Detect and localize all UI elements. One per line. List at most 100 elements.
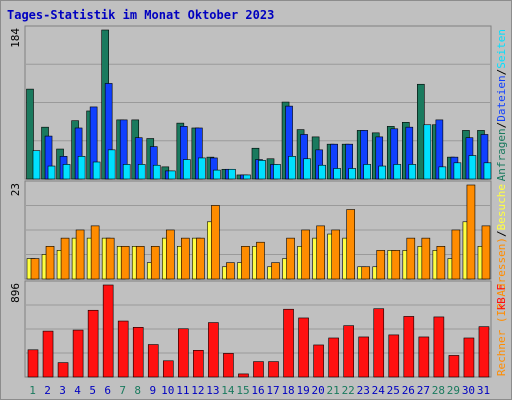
kbytes-bar (418, 336, 430, 378)
sites-bar (226, 262, 235, 280)
day-label: 9 (149, 384, 156, 397)
pages-bar (137, 164, 146, 180)
day-label: 3 (59, 384, 66, 397)
pages-bar (318, 164, 326, 180)
kbytes-bar (343, 325, 354, 378)
pages-bar (393, 164, 402, 180)
pages-bar (62, 164, 71, 180)
pages-bar (77, 156, 86, 180)
kbytes-bar (132, 327, 144, 378)
day-label: 1 (29, 384, 36, 397)
kbytes-bar (238, 373, 249, 378)
legend-entry: / (495, 69, 508, 76)
sites-bar (241, 246, 250, 280)
day-label: 23 (357, 384, 370, 397)
pages-bar (167, 170, 176, 180)
pages-bar (122, 164, 131, 180)
pages-bar (333, 168, 341, 180)
day-label: 8 (134, 384, 141, 397)
day-label: 16 (251, 384, 264, 397)
kbytes-bar (388, 334, 400, 378)
kbytes-bar (193, 350, 204, 378)
pages-bar (107, 149, 116, 180)
day-label: 4 (74, 384, 81, 397)
day-label: 28 (432, 384, 445, 397)
sites-bar (466, 184, 476, 280)
sites-bar (30, 258, 40, 280)
hits-bar (417, 83, 425, 180)
day-label: 13 (206, 384, 219, 397)
series-legend: Anfragen/Dateien/Seiten (495, 29, 508, 181)
legend-entry: Besuche (495, 184, 508, 230)
pages-bar (273, 164, 281, 180)
pages-bar (243, 174, 251, 180)
sites-bar (150, 246, 160, 280)
pages-bar (423, 124, 432, 180)
day-label: 11 (176, 384, 189, 397)
sites-bar (406, 237, 416, 280)
day-label: 17 (266, 384, 279, 397)
sites-bar (421, 237, 431, 280)
pages-bar (47, 165, 56, 180)
kbytes-bar (283, 308, 294, 378)
sites-bar (451, 229, 461, 280)
sites-bar (105, 237, 115, 280)
kbytes-bar (27, 349, 39, 378)
pages-bar (348, 168, 356, 180)
sites-bar (45, 246, 55, 280)
day-label: 30 (462, 384, 475, 397)
kbytes-bar (373, 308, 385, 378)
day-label: 5 (89, 384, 96, 397)
y-max-label: 896 (9, 283, 22, 303)
sites-bar (361, 266, 371, 280)
kbytes-bar (147, 344, 159, 378)
kbytes-bar (433, 316, 445, 378)
pages-bar (378, 165, 387, 180)
pages-bar (438, 166, 447, 180)
day-label: 12 (191, 384, 204, 397)
sites-bar (196, 237, 205, 280)
day-label: 21 (327, 384, 340, 397)
pages-bar (92, 161, 101, 180)
kbytes-bar (448, 355, 460, 378)
pages-bar (228, 168, 236, 180)
pages-bar (453, 162, 462, 180)
sites-bar (256, 241, 265, 280)
kbytes-bar (117, 320, 129, 378)
pages-bar (32, 150, 41, 180)
sites-bar (90, 225, 100, 280)
kbytes-bar (328, 337, 339, 378)
sites-bar (286, 237, 295, 280)
series-legend: Rechner (IP-Adressen)/Besuche (495, 184, 508, 376)
day-label: 29 (447, 384, 460, 397)
legend-entry: kB F (495, 284, 508, 311)
sites-bar (165, 229, 175, 280)
sites-bar (271, 262, 280, 280)
pages-bar (198, 157, 206, 180)
chart-title: Tages-Statistik im Monat Oktober 2023 (7, 8, 275, 22)
y-max-label: 23 (9, 183, 22, 196)
legend-entry: Rechner (IP-Adressen) (495, 237, 508, 376)
day-label: 2 (44, 384, 51, 397)
hits-bar (26, 88, 34, 180)
kbytes-bar (313, 344, 324, 378)
legend-entry: Seiten (495, 29, 508, 69)
kbytes-bar (42, 330, 54, 378)
day-label: 10 (161, 384, 174, 397)
day-label: 24 (372, 384, 386, 397)
day-label: 26 (402, 384, 415, 397)
kbytes-bar (223, 353, 234, 378)
legend-entry: Dateien (495, 75, 508, 121)
sites-bar (75, 229, 85, 280)
legend-entry: Anfragen (495, 128, 508, 181)
kbytes-bar (102, 284, 114, 378)
sites-bar (211, 205, 220, 280)
sites-bar (346, 209, 355, 280)
pages-bar (468, 155, 477, 180)
kbytes-bar (162, 360, 174, 378)
kbytes-bar (478, 326, 490, 378)
kbytes-bar (403, 316, 415, 378)
sites-bar (316, 225, 325, 280)
